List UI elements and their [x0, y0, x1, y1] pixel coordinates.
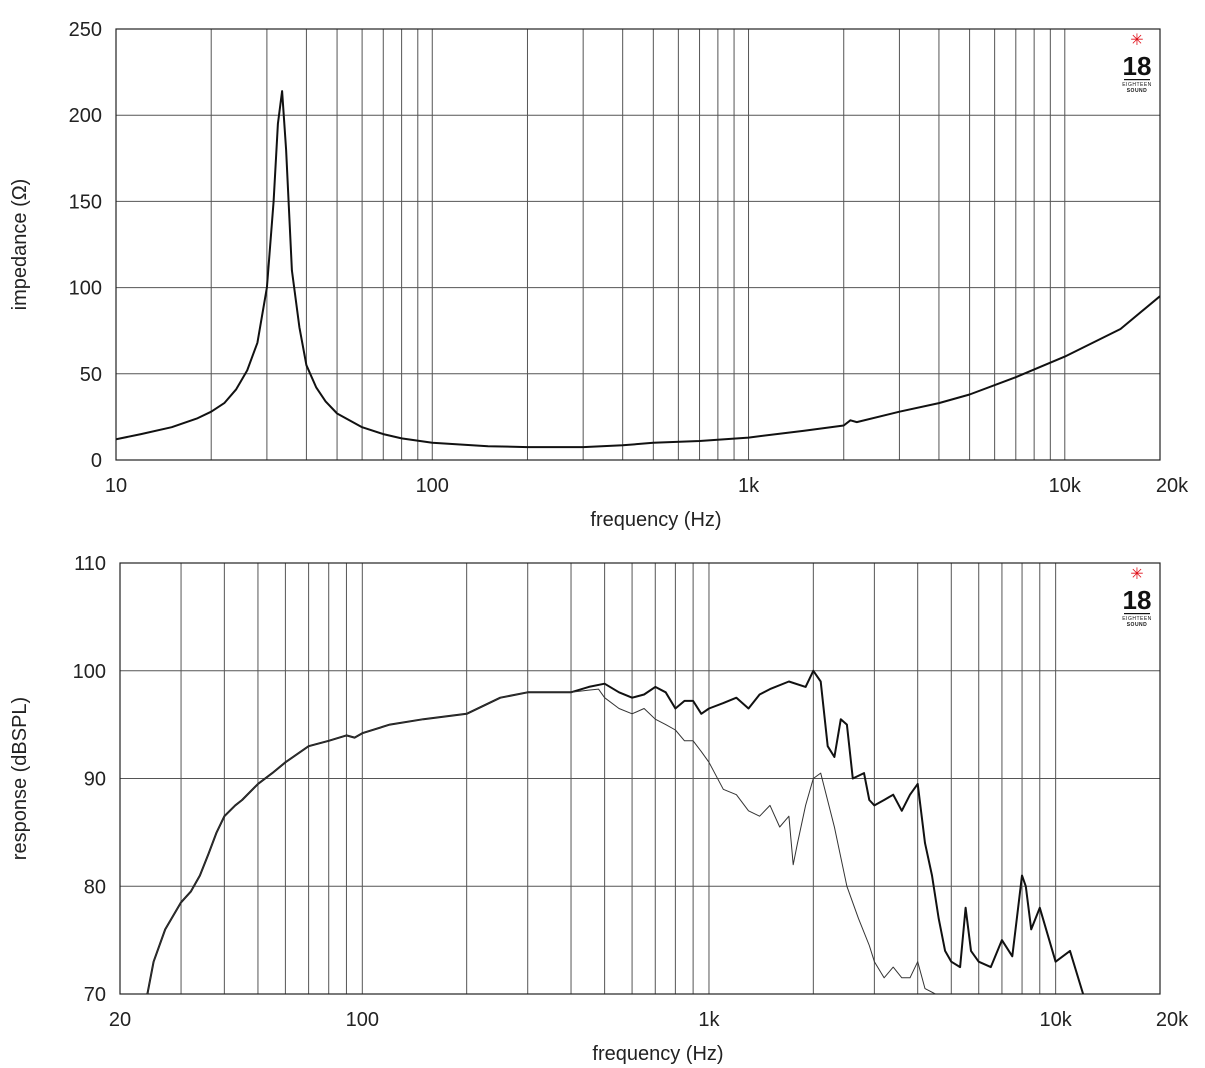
series-line-1	[146, 669, 1085, 994]
y-tick-label: 50	[80, 364, 102, 386]
star-icon: ✳	[1130, 30, 1143, 49]
y-tick-label: 80	[84, 876, 106, 898]
y-tick-label: 200	[69, 105, 102, 127]
x-tick-label: 10	[105, 475, 127, 497]
x-tick-label: 1k	[698, 1009, 720, 1031]
y-tick-label: 250	[69, 19, 102, 41]
star-icon: ✳	[1130, 564, 1143, 583]
y-tick-label: 100	[73, 661, 106, 683]
chart-1: 0 50 100 150 200 250 10 100 1k 10k 20k frequency (H…	[9, 19, 1189, 531]
logo-subtext-2: SOUND	[1127, 88, 1148, 94]
y-axis-label: impedance (Ω)	[9, 179, 31, 311]
x-tick-label: 1k	[738, 475, 760, 497]
y-tick-label: 70	[84, 984, 106, 1006]
y-tick-label: 150	[69, 191, 102, 213]
x-tick-label: 100	[416, 475, 449, 497]
logo-number: 18	[1123, 585, 1152, 615]
logo-subtext-2: SOUND	[1127, 622, 1148, 628]
x-tick-label: 10k	[1040, 1009, 1073, 1031]
y-axis-label: response (dBSPL)	[9, 697, 31, 860]
y-tick-label: 110	[74, 553, 106, 575]
y-tick-label: 0	[91, 450, 102, 472]
x-tick-label: 20	[109, 1009, 131, 1031]
y-tick-label: 90	[84, 769, 106, 791]
chart-2: 70 80 90 100 110 20 100 1k 10k 20k frequency (Hz) r…	[9, 553, 1189, 1065]
logo-subtext-1: EIGHTEEN	[1122, 616, 1152, 622]
plot-frame	[115, 28, 1161, 461]
x-tick-label: 20k	[1156, 1009, 1189, 1031]
x-tick-label: 100	[346, 1009, 379, 1031]
x-axis-label: frequency (Hz)	[592, 1043, 723, 1065]
logo-subtext-1: EIGHTEEN	[1122, 82, 1152, 88]
series-line-2	[146, 688, 936, 994]
logo-number: 18	[1123, 51, 1152, 81]
logo-rule	[1124, 79, 1150, 81]
y-tick-label: 100	[69, 278, 102, 300]
x-tick-label: 20k	[1156, 475, 1189, 497]
series-line-1	[116, 90, 1160, 449]
x-axis-label: frequency (Hz)	[590, 509, 721, 531]
x-tick-label: 10k	[1049, 475, 1082, 497]
logo-rule	[1124, 613, 1150, 615]
plot-frame	[119, 562, 1161, 995]
